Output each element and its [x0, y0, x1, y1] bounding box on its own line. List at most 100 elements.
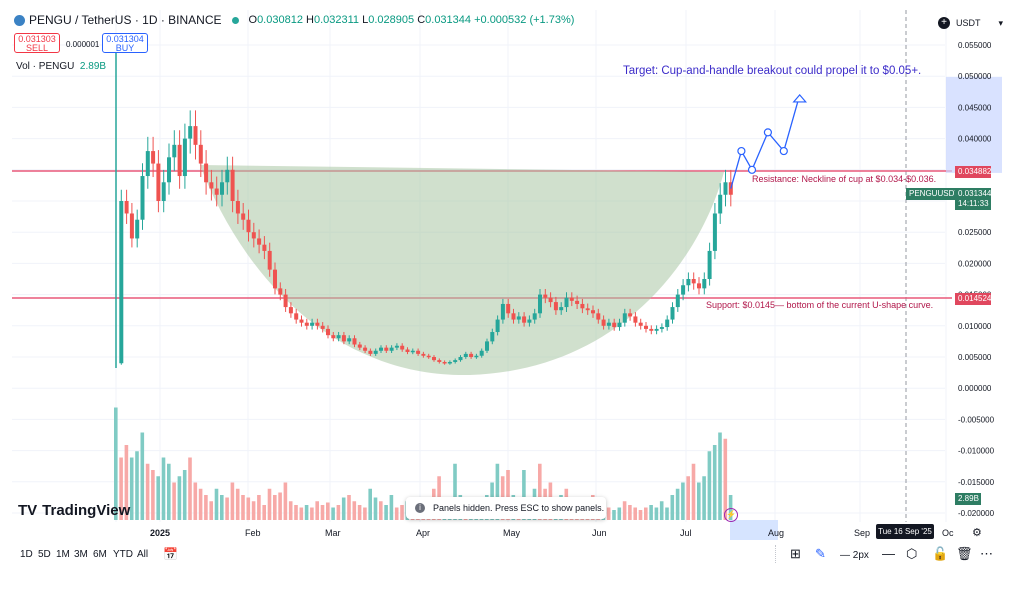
timeframe-button[interactable]: 5D: [38, 549, 51, 560]
candle-body: [447, 361, 452, 364]
timeframe-button[interactable]: 3M: [74, 549, 88, 560]
candle-body: [273, 269, 277, 289]
plus-icon[interactable]: +: [938, 17, 950, 29]
candle-body: [214, 188, 219, 195]
candle-body: [628, 313, 633, 317]
volume-bar: [331, 507, 335, 520]
time-label: Jun: [592, 528, 607, 538]
volume-bar: [336, 505, 341, 520]
lightning-icon[interactable]: ⚡: [724, 508, 738, 522]
trash-icon[interactable]: 🗑: [956, 546, 973, 561]
cup-pattern-shape: [200, 165, 724, 376]
timeframe-button[interactable]: YTD: [113, 549, 133, 560]
volume-bar: [379, 501, 383, 520]
candle-body: [394, 345, 399, 348]
price-tick-label: 0.020000: [958, 259, 992, 268]
timeframe-button[interactable]: All: [137, 549, 149, 560]
candle-body: [633, 316, 638, 323]
candle-body: [511, 313, 516, 320]
tradingview-mark-icon: TV: [18, 502, 38, 519]
more-icon[interactable]: ⋯: [980, 546, 993, 561]
volume-bar: [357, 505, 362, 520]
volume-bar: [230, 482, 235, 520]
candle-body: [495, 319, 500, 333]
candle-body: [612, 322, 617, 328]
candle-body: [421, 353, 426, 356]
candle-body: [241, 213, 246, 220]
candle-body: [485, 341, 489, 351]
target-annotation[interactable]: Target: Cup-and-handle breakout could pr…: [623, 65, 922, 77]
layout-icon[interactable]: ⊞: [790, 546, 801, 561]
candle-body: [294, 313, 299, 320]
candle-body: [341, 335, 346, 342]
symbol-title[interactable]: PENGU / TetherUS · 1D · BINANCE: [29, 13, 222, 27]
candle-body: [283, 294, 288, 308]
toolbar-separator: [775, 545, 776, 563]
chart-grid: [12, 10, 947, 522]
hexagon-settings-icon[interactable]: ⬡: [906, 546, 918, 561]
buy-button[interactable]: 0.031304 BUY: [102, 33, 148, 53]
candle-body: [649, 328, 654, 331]
tradingview-logo[interactable]: TV TradingView: [18, 502, 131, 519]
candle-body: [538, 294, 542, 314]
support-annotation[interactable]: Support: $0.0145— bottom of the current …: [706, 300, 934, 310]
candle-body: [686, 279, 691, 286]
crosshair-date-label: Tue 16 Sep '25: [876, 524, 934, 539]
calendar-range-icon[interactable]: 📅: [163, 547, 178, 561]
candle-body: [246, 219, 251, 233]
candle-body: [225, 169, 230, 183]
volume-bar: [681, 482, 685, 520]
candle-body: [262, 244, 267, 251]
volume-bar: [638, 510, 643, 520]
candle-body: [299, 319, 304, 323]
volume-bar: [278, 492, 282, 520]
candle-body: [638, 322, 643, 326]
volume-bar: [389, 495, 394, 520]
candle-body: [204, 163, 209, 183]
volume-bar: [384, 505, 388, 520]
candle-body: [320, 325, 325, 329]
price-tick-label: 0.010000: [958, 322, 992, 331]
currency-selector[interactable]: + USDT ▾: [938, 17, 1003, 29]
sell-button[interactable]: 0.031303 SELL: [14, 33, 60, 53]
lock-icon[interactable]: 🔓: [932, 546, 949, 561]
candle-body: [400, 345, 405, 350]
candle-body: [182, 138, 187, 177]
volume-legend: Vol · PENGU 2.89B: [16, 61, 107, 72]
info-icon: i: [415, 503, 425, 513]
pencil-icon[interactable]: ✎: [815, 546, 826, 561]
timeframe-button[interactable]: 1D: [20, 549, 33, 560]
price-tick-label: 0.055000: [958, 41, 992, 50]
timeframe-button[interactable]: 6M: [93, 549, 107, 560]
timeframe-button[interactable]: 1M: [56, 549, 70, 560]
line-style-icon[interactable]: —: [882, 546, 895, 561]
candle-body: [405, 349, 410, 353]
volume-bar: [644, 507, 648, 520]
volume-bar: [135, 451, 139, 520]
candle-body: [432, 357, 436, 361]
line-thickness-selector[interactable]: — 2px: [840, 550, 869, 561]
price-tick-label: 0.050000: [958, 72, 992, 81]
volume-bar: [119, 457, 123, 520]
volume-bar: [140, 432, 145, 520]
candle-body: [352, 338, 357, 345]
panels-hidden-toast[interactable]: i Panels hidden. Press ESC to show panel…: [406, 497, 606, 519]
projection-node: [747, 165, 757, 174]
price-tick-label: -0.020000: [958, 509, 995, 518]
candle-body: [707, 250, 712, 279]
volume-bar: [633, 507, 637, 520]
candle-body: [267, 250, 272, 270]
candle-body: [580, 303, 585, 309]
candle-body: [522, 316, 527, 323]
volume-bar: [225, 497, 229, 520]
market-status-icon: [231, 16, 239, 24]
spread-value: 0.000001: [66, 40, 100, 49]
candle-body: [235, 201, 240, 214]
axis-settings-gear-icon[interactable]: ⚙: [972, 527, 982, 539]
candle-body: [442, 361, 447, 364]
candle-body: [718, 194, 723, 214]
volume-bar: [193, 482, 198, 520]
candle-body: [553, 302, 558, 311]
resistance-annotation[interactable]: Resistance: Neckline of cup at $0.034-$0…: [752, 174, 937, 184]
volume-bar: [251, 501, 256, 520]
